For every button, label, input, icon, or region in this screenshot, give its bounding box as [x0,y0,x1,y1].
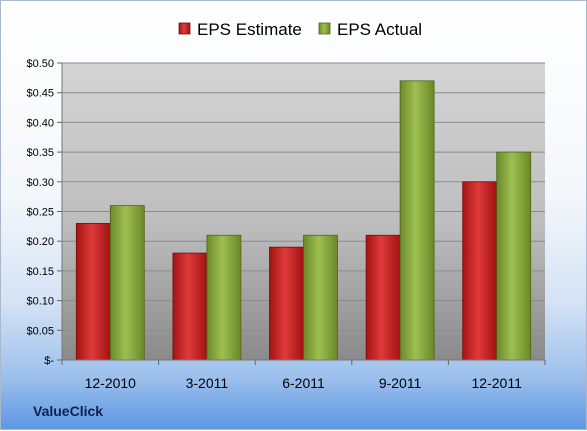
y-tick-label: $- [44,355,54,367]
actual-bar [303,234,338,361]
legend: EPS Estimate EPS Actual [178,20,422,39]
x-tick-label: 3-2011 [186,375,229,391]
estimate-bar [75,222,111,361]
y-tick-label: $0.40 [26,117,54,129]
y-tick-label: $0.35 [26,147,54,159]
x-tick-label: 12-2011 [472,375,523,391]
y-tick-label: $0.10 [26,296,54,308]
y-tick-label: $0.15 [26,266,54,278]
estimate-bar [269,246,304,361]
actual-bar [206,234,242,361]
y-tick-label: $0.20 [26,236,54,248]
actual-bar [109,205,145,361]
y-tick-label: $0.30 [26,177,54,189]
x-axis-ticks: 12-2010 3-2011 6-2011 9-2011 12-2011 [61,360,546,391]
company-label: ValueClick [33,403,104,419]
legend-label: EPS Estimate [197,20,302,39]
x-tick-label: 9-2011 [379,375,422,391]
y-tick-label: $0.25 [26,207,54,219]
y-tick-label: $0.45 [26,88,54,100]
x-tick-label: 12-2010 [85,375,137,391]
estimate-bar [462,181,498,361]
actual-bar [399,80,435,361]
actual-bar [496,151,532,361]
legend-swatch [318,22,331,35]
y-tick-label: $0.05 [26,325,54,337]
legend-label: EPS Actual [337,20,422,39]
bars [75,80,532,361]
estimate-bar [365,234,401,361]
y-tick-label: $0.50 [26,58,54,70]
estimate-bar [172,252,208,361]
x-tick-label: 6-2011 [282,375,325,391]
legend-swatch [178,22,191,35]
y-axis-ticks: $- $0.05 $0.10 $0.15 $0.20 $0.25 $0.30 $0.35 $0.… [26,58,545,367]
